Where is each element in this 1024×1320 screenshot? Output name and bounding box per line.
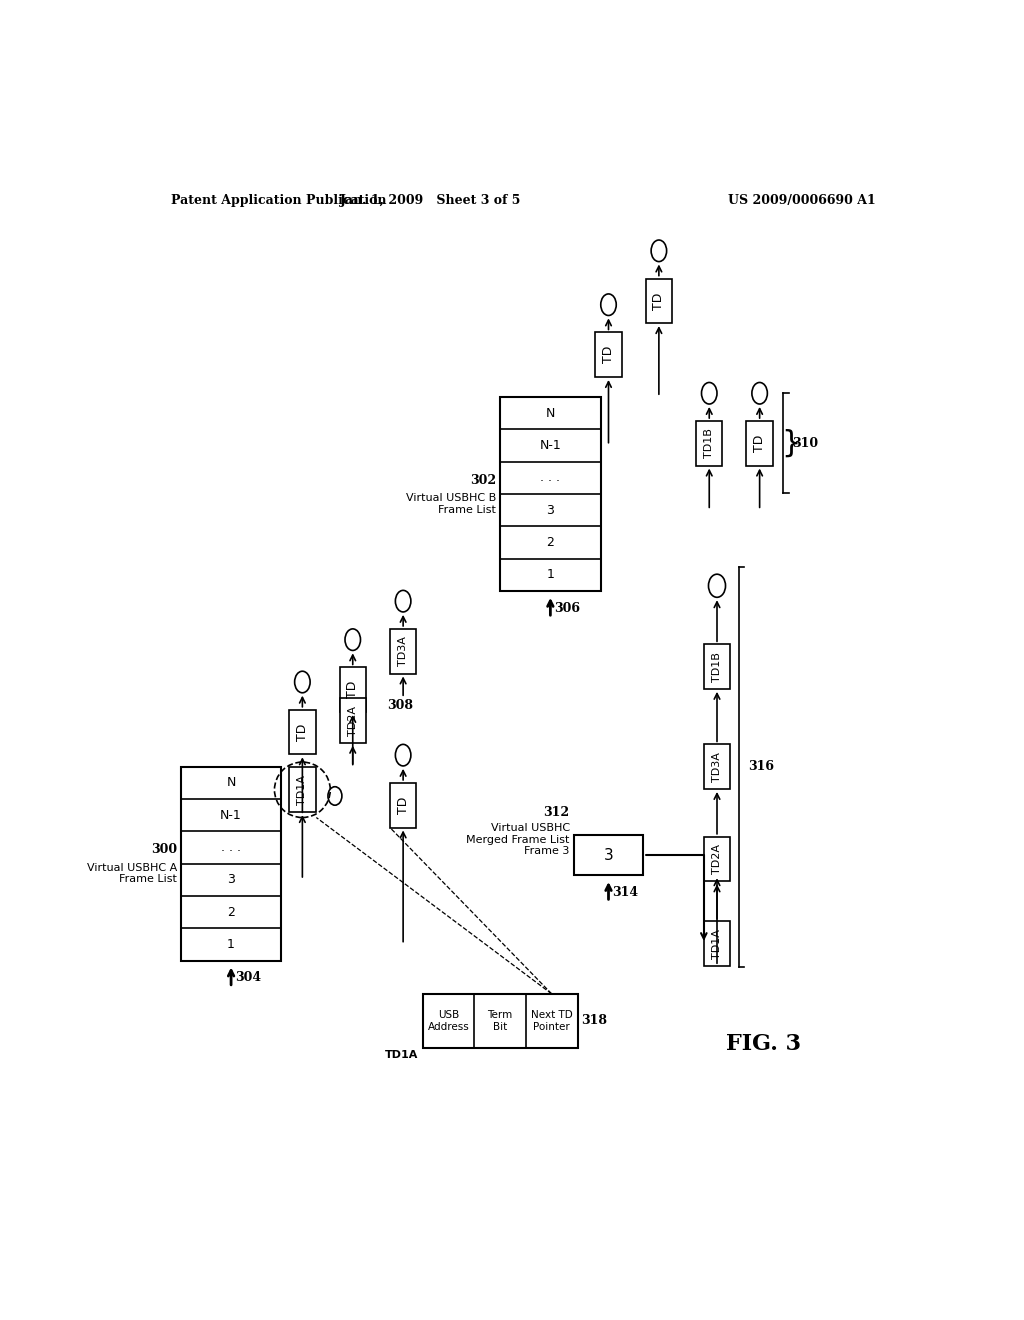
Text: 3: 3 [547, 504, 554, 517]
Text: 1: 1 [547, 569, 554, 582]
Text: TD1A: TD1A [385, 1051, 419, 1060]
FancyBboxPatch shape [595, 333, 622, 378]
Text: 3: 3 [603, 847, 613, 863]
Text: TD1A: TD1A [297, 775, 307, 805]
Text: TD: TD [652, 292, 666, 309]
Text: Merged Frame List: Merged Frame List [466, 834, 569, 845]
Text: TD1A: TD1A [712, 929, 722, 958]
FancyBboxPatch shape [703, 921, 730, 966]
Text: TD2A: TD2A [348, 705, 357, 735]
FancyBboxPatch shape [703, 837, 730, 882]
Text: 308: 308 [388, 698, 414, 711]
Text: 302: 302 [470, 474, 496, 487]
Text: TD: TD [602, 346, 615, 363]
Text: USB
Address: USB Address [427, 1010, 469, 1032]
Text: . . .: . . . [541, 471, 560, 484]
FancyBboxPatch shape [390, 783, 417, 828]
Text: TD: TD [753, 434, 766, 451]
FancyBboxPatch shape [646, 279, 672, 323]
Text: 300: 300 [151, 843, 177, 857]
Text: Virtual USBHC B: Virtual USBHC B [406, 492, 496, 503]
Text: US 2009/0006690 A1: US 2009/0006690 A1 [728, 194, 877, 207]
Text: TD3A: TD3A [398, 636, 409, 667]
Text: N-1: N-1 [220, 809, 242, 822]
Polygon shape [423, 994, 578, 1048]
Text: Frame List: Frame List [119, 874, 177, 884]
Text: Term
Bit: Term Bit [487, 1010, 513, 1032]
Text: Patent Application Publication: Patent Application Publication [171, 194, 386, 207]
FancyBboxPatch shape [390, 628, 417, 673]
Text: TD: TD [396, 796, 410, 814]
Polygon shape [573, 836, 643, 875]
Text: Virtual USBHC A: Virtual USBHC A [87, 862, 177, 873]
Text: N: N [226, 776, 236, 789]
FancyBboxPatch shape [703, 744, 730, 789]
Text: Virtual USBHC: Virtual USBHC [490, 824, 569, 833]
FancyBboxPatch shape [289, 710, 315, 755]
Text: 306: 306 [554, 602, 581, 615]
FancyBboxPatch shape [340, 698, 366, 743]
Text: TD: TD [346, 681, 359, 698]
FancyBboxPatch shape [696, 421, 722, 466]
Text: 314: 314 [612, 886, 639, 899]
Polygon shape [180, 767, 282, 961]
FancyBboxPatch shape [340, 668, 366, 711]
Text: }: } [781, 429, 801, 458]
Text: 2: 2 [547, 536, 554, 549]
Text: TD1B: TD1B [712, 652, 722, 681]
Text: Next TD
Pointer: Next TD Pointer [530, 1010, 572, 1032]
Text: TD: TD [296, 723, 309, 741]
Text: TD2A: TD2A [712, 843, 722, 874]
Text: Frame List: Frame List [438, 504, 496, 515]
Text: Frame 3: Frame 3 [524, 846, 569, 857]
Text: 312: 312 [544, 807, 569, 820]
Text: N: N [546, 407, 555, 420]
Text: 316: 316 [748, 760, 774, 774]
FancyBboxPatch shape [289, 767, 315, 812]
FancyBboxPatch shape [746, 421, 773, 466]
Text: FIG. 3: FIG. 3 [726, 1032, 801, 1055]
Text: TD1B: TD1B [705, 429, 715, 458]
Polygon shape [500, 397, 601, 591]
Text: 318: 318 [582, 1014, 607, 1027]
Text: 1: 1 [227, 939, 236, 952]
Text: N-1: N-1 [540, 440, 561, 453]
Text: 2: 2 [227, 906, 236, 919]
FancyBboxPatch shape [703, 644, 730, 689]
Text: Jan. 1, 2009   Sheet 3 of 5: Jan. 1, 2009 Sheet 3 of 5 [340, 194, 521, 207]
Text: 310: 310 [793, 437, 818, 450]
Text: 304: 304 [234, 972, 261, 985]
Text: 3: 3 [227, 874, 236, 887]
Text: TD3A: TD3A [712, 752, 722, 781]
Text: . . .: . . . [221, 841, 241, 854]
